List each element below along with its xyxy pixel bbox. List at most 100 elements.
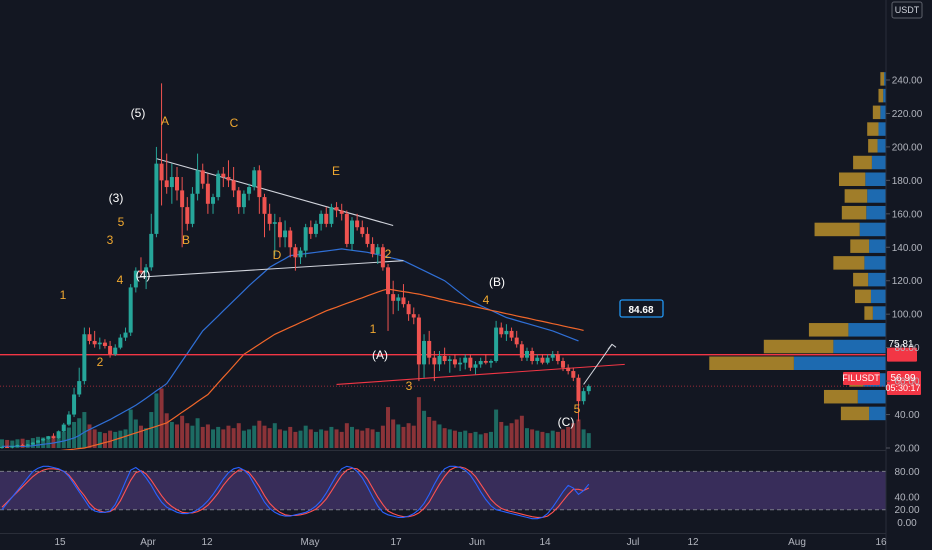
candle-body xyxy=(504,330,509,335)
candle-body xyxy=(308,227,313,234)
channel-line xyxy=(336,363,625,385)
vp-up-bar xyxy=(869,406,886,421)
time-axis: 15 Apr 12 May 17 Jun 14 Jul 12 Aug 16 xyxy=(54,537,887,548)
volume-bar xyxy=(61,431,66,448)
volume-bar xyxy=(555,431,560,448)
candle-body xyxy=(252,170,257,188)
time-tick-label: 16 xyxy=(875,537,887,548)
time-tick-label: Aug xyxy=(788,537,806,548)
wave-label: 2 xyxy=(97,355,104,369)
volume-bar xyxy=(473,431,478,448)
volume-bar xyxy=(571,423,576,448)
volume-bar xyxy=(334,429,339,448)
volume-bar xyxy=(422,410,427,448)
candle-body xyxy=(231,180,236,191)
vp-up-bar xyxy=(869,239,886,253)
vp-down-bar xyxy=(850,239,870,253)
candle-body xyxy=(452,359,457,365)
candle-body xyxy=(432,357,437,365)
volume-bar xyxy=(494,409,499,448)
volume-bar xyxy=(46,436,51,448)
candle-body xyxy=(15,444,20,447)
candle-body xyxy=(550,354,555,358)
candle-body xyxy=(262,197,267,214)
volume-bar xyxy=(144,428,149,448)
candle-body xyxy=(247,187,252,194)
volume-bar xyxy=(92,429,97,448)
currency-box xyxy=(891,1,923,19)
volume-bar xyxy=(524,428,529,448)
stoch-tick-label: 20.00 xyxy=(894,505,919,516)
candle-body xyxy=(293,247,298,258)
volume-bar xyxy=(283,430,288,448)
wave-label: (5) xyxy=(131,106,146,120)
volume-bar xyxy=(365,428,370,448)
stoch-tick-label: 80.00 xyxy=(894,467,919,478)
candle-body xyxy=(329,207,334,224)
volume-bar xyxy=(396,424,401,448)
vp-down-bar xyxy=(878,88,884,103)
stoch-band xyxy=(0,471,886,510)
candle-body xyxy=(586,386,591,392)
volume-bar xyxy=(437,424,442,448)
candle-body xyxy=(313,223,318,234)
volume-bar xyxy=(427,417,432,448)
vp-down-bar xyxy=(872,105,881,120)
candle-body xyxy=(51,436,56,438)
target-price-text: 84.68 xyxy=(628,305,653,316)
candle-body xyxy=(236,190,241,208)
volume-bar xyxy=(509,423,514,448)
countdown-tag-text: 05:30:17 xyxy=(885,383,920,393)
wave-label: 3 xyxy=(107,233,114,247)
candle-body xyxy=(576,377,581,402)
wave-label: D xyxy=(273,248,282,262)
volume-bar xyxy=(561,429,566,448)
candle-body xyxy=(113,347,118,355)
volume-bar xyxy=(308,429,313,448)
price-tick-label: 20.00 xyxy=(894,444,919,455)
candle-body xyxy=(360,227,365,234)
candle-body xyxy=(41,438,46,441)
stoch-tick-label: 0.00 xyxy=(897,518,917,529)
volume-bar xyxy=(51,435,56,448)
wave-label: 1 xyxy=(60,288,67,302)
symbol-tag xyxy=(843,372,880,385)
volume-bar xyxy=(97,431,102,448)
time-tick-label: May xyxy=(301,537,320,548)
volume-bar xyxy=(303,425,308,448)
wave-label: 5 xyxy=(574,402,581,416)
candle-body xyxy=(20,444,25,446)
price-tick-label: 120.00 xyxy=(892,276,923,287)
target-arrowhead xyxy=(607,343,617,350)
volume-bar xyxy=(581,429,586,448)
candle-body xyxy=(195,170,200,194)
volume-bar xyxy=(478,434,483,448)
candle-body xyxy=(555,354,560,362)
support-price-tag xyxy=(887,347,917,362)
vp-down-bar xyxy=(844,189,868,203)
candle-body xyxy=(370,243,375,254)
candle-body xyxy=(241,193,246,208)
candle-body xyxy=(138,270,143,273)
candle-body xyxy=(442,356,447,362)
candle-body xyxy=(123,332,128,338)
candle-body xyxy=(396,297,401,301)
candle-body xyxy=(226,177,231,181)
volume-bar xyxy=(442,428,447,448)
volume-bar xyxy=(499,421,504,448)
volume-bar xyxy=(56,434,61,448)
volume-bar xyxy=(452,430,457,448)
volume-bar xyxy=(386,407,391,448)
candle-body xyxy=(108,345,113,355)
price-tick-label: 100.00 xyxy=(892,310,923,321)
price-tick-label: 40.00 xyxy=(894,410,919,421)
volume-bar xyxy=(530,429,535,448)
candle-body xyxy=(36,440,41,443)
candle-body xyxy=(494,327,499,362)
vp-up-bar xyxy=(865,172,886,187)
wave-label: B xyxy=(182,233,190,247)
candle-body xyxy=(144,267,149,273)
volume-bar xyxy=(257,420,262,448)
symbol-tag-text: FILUSDT xyxy=(842,373,880,383)
volume-bar xyxy=(77,418,82,448)
